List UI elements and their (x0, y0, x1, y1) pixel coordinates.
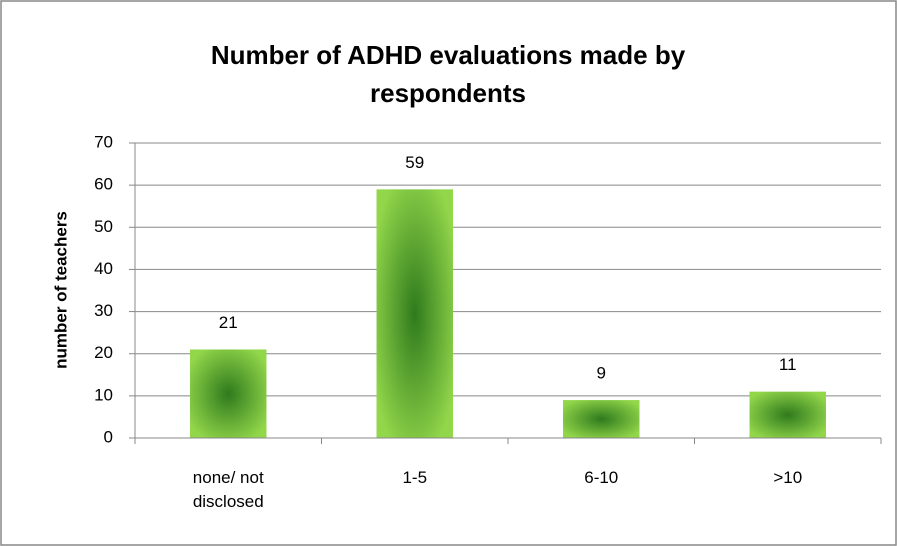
data-label: 21 (219, 313, 238, 332)
y-tick-label: 40 (94, 259, 113, 278)
data-label: 11 (779, 355, 797, 374)
bar (563, 400, 640, 438)
chart-title: Number of ADHD evaluations made by respo… (210, 40, 686, 108)
y-tick-label: 10 (94, 385, 113, 404)
y-tick-label: 60 (94, 175, 113, 194)
data-label: 9 (597, 364, 606, 383)
data-label: 59 (405, 153, 424, 172)
x-tick-label: >10 (773, 468, 803, 487)
y-tick-label: 20 (94, 343, 113, 362)
y-tick-label: 70 (94, 132, 113, 151)
x-tick-label: 1-5 (402, 468, 428, 487)
bar (749, 391, 826, 438)
bar (190, 349, 267, 438)
y-axis-label: number of teachers (51, 211, 70, 369)
y-tick-label: 50 (94, 217, 113, 236)
x-tick-label: 6-10 (584, 468, 619, 487)
x-tick-label: none/ not disclosed (192, 468, 264, 511)
y-tick-label: 30 (94, 301, 113, 320)
bar (376, 189, 453, 438)
y-tick-label: 0 (104, 427, 113, 446)
